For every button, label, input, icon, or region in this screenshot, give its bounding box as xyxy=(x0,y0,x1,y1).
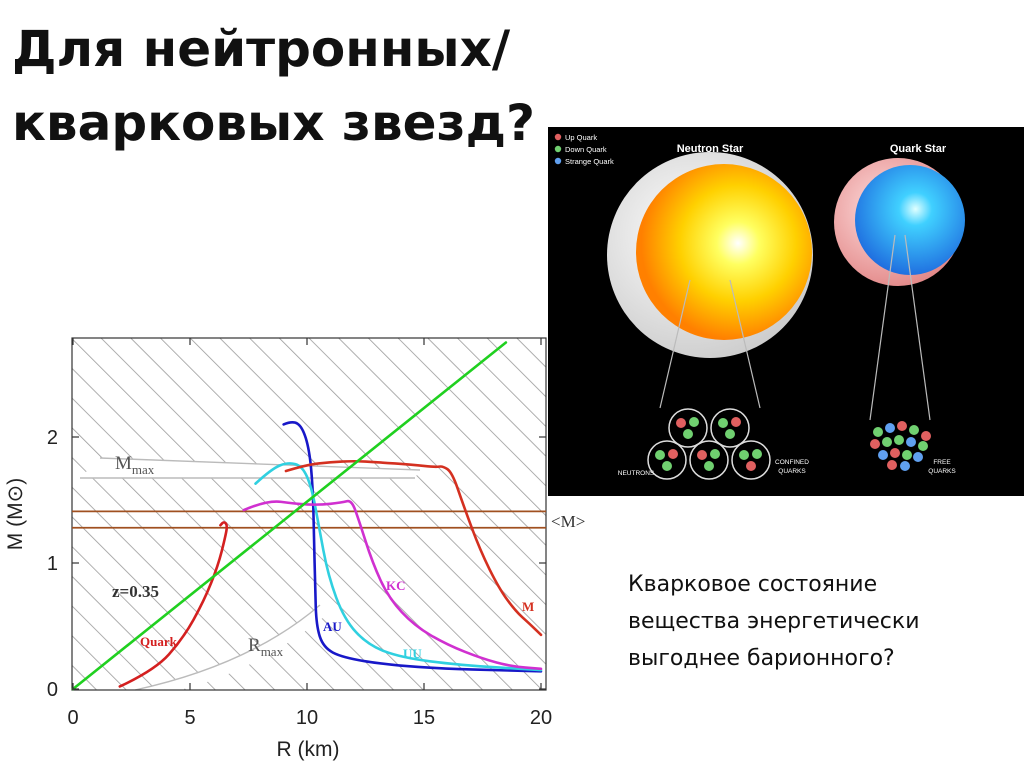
free-label-2: QUARKS xyxy=(928,468,956,475)
x-tick-label-10: 10 xyxy=(296,707,318,729)
quark-legend: Up Quark Down Quark Strange Quark xyxy=(554,133,614,166)
caption-line-2: вещества энергетически xyxy=(628,609,920,634)
annotation-kc: KC xyxy=(386,578,406,593)
x-tick-label-15: 15 xyxy=(413,707,435,729)
annotation-rmax: Rmax xyxy=(248,635,284,659)
slide-title-line-1: Для нейтронных/ xyxy=(12,20,511,78)
free-label-1: FREE xyxy=(933,459,951,466)
annotation-au: AU xyxy=(323,619,342,634)
annotation-m: M xyxy=(522,599,534,614)
slide-title: Для нейтронных/ кварковых звезд? xyxy=(12,12,552,160)
chart-ticks: 0 5 10 15 20 0 1 2 xyxy=(47,338,552,729)
confined-label-1: CONFINED xyxy=(775,459,809,466)
slide-title-line-2: кварковых звезд? xyxy=(12,94,535,152)
series-line-uu xyxy=(254,462,543,672)
series-line-z-0-35 xyxy=(71,341,508,691)
free-quarks xyxy=(870,421,931,471)
neutron-star-shell xyxy=(607,152,813,358)
series-line-m xyxy=(284,459,543,637)
legend-swatch-strange xyxy=(554,157,562,165)
legend-down-label: Down Quark xyxy=(565,145,607,154)
y-axis-label: M (M⊙) xyxy=(4,478,27,550)
neutrons-label: NEUTRONS xyxy=(618,470,655,477)
y-tick-label-1: 1 xyxy=(47,553,58,575)
annotation-z: z=0.35 xyxy=(112,582,159,601)
legend-swatch-down xyxy=(554,145,562,153)
slide-caption: Кварковое состояние вещества энергетичес… xyxy=(628,566,1008,677)
neutron-star-core xyxy=(636,164,812,340)
legend-swatch-up xyxy=(554,133,562,141)
caption-line-1: Кварковое состояние xyxy=(628,572,878,597)
legend-strange-label: Strange Quark xyxy=(565,157,614,166)
quark-star-shell xyxy=(834,158,962,286)
caption-line-3: выгоднее барионного? xyxy=(628,646,895,671)
quark-star-core xyxy=(855,165,965,275)
chart-series xyxy=(71,341,543,691)
annotation-uu: UU xyxy=(403,646,422,661)
x-axis-label: R (km) xyxy=(277,738,340,761)
confined-quark-clusters xyxy=(647,408,771,480)
annotation-mmax: Mmax xyxy=(115,453,155,477)
series-line-quark xyxy=(118,521,229,688)
quark-star-label: Quark Star xyxy=(890,143,947,155)
series-line-au xyxy=(282,421,543,673)
star-image-background xyxy=(548,127,1024,496)
chart-frame xyxy=(71,337,547,691)
y-tick-label-2: 2 xyxy=(47,427,58,449)
rmax-wedge xyxy=(135,605,330,690)
chart-hatched-region xyxy=(72,338,546,690)
neutron-star-label: Neutron Star xyxy=(677,143,744,155)
x-tick-label-0: 0 xyxy=(67,707,78,729)
x-tick-label-5: 5 xyxy=(184,707,195,729)
annotation-mean-mass: <M> xyxy=(551,512,585,531)
x-tick-label-20: 20 xyxy=(530,707,552,729)
confined-label-2: QUARKS xyxy=(778,468,806,475)
y-tick-label-0: 0 xyxy=(47,679,58,701)
reference-lines xyxy=(72,510,546,529)
annotation-quark: Quark xyxy=(140,634,178,649)
legend-up-label: Up Quark xyxy=(565,133,597,142)
mmax-band xyxy=(80,458,420,478)
series-line-kc xyxy=(242,499,543,671)
confined-quarks xyxy=(655,417,762,471)
